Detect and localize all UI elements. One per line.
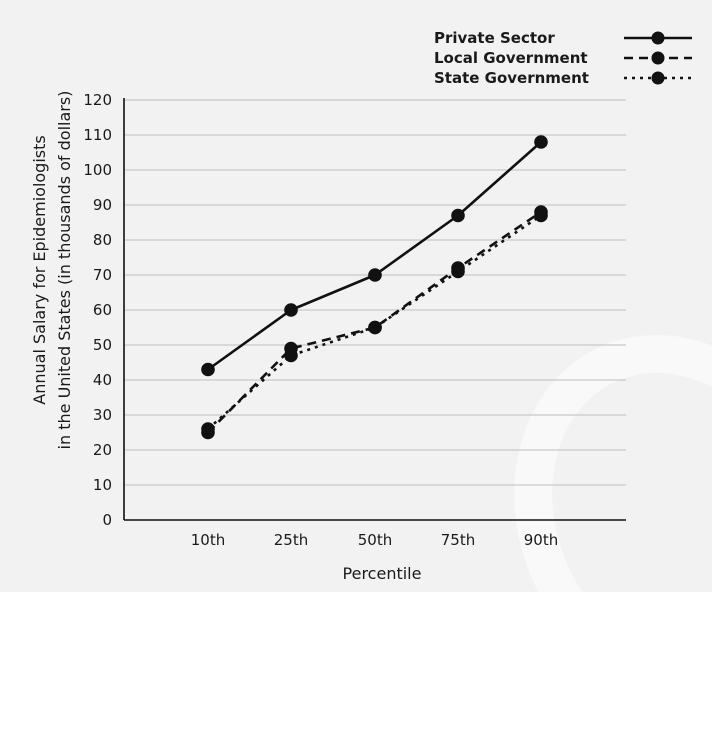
data-point-private-sector-10th bbox=[201, 362, 215, 377]
y-tick-label-10: 10 bbox=[93, 476, 112, 494]
axes bbox=[123, 98, 626, 521]
chart-frame bbox=[0, 0, 712, 592]
y-tick-label-100: 100 bbox=[83, 161, 112, 179]
data-point-private-sector-90th bbox=[534, 135, 548, 149]
y-tick-label-40: 40 bbox=[93, 371, 112, 389]
y-tick-label-0: 0 bbox=[102, 511, 112, 529]
legend: Private Sector Local Government State Gove… bbox=[434, 29, 692, 87]
data-point-state-government-75th bbox=[451, 264, 465, 279]
data-point-state-government-50th bbox=[368, 320, 382, 335]
series-line-state-government bbox=[207, 214, 542, 430]
x-axis-title: Percentile bbox=[343, 564, 422, 583]
y-axis-title-line2: in the United States (in thousands of do… bbox=[55, 91, 74, 450]
series-line-local-government bbox=[207, 210, 542, 434]
data-point-state-government-10th bbox=[201, 422, 215, 436]
x-tick-labels: 10th 25th 50th 75th 90th bbox=[191, 531, 558, 549]
data-point-state-government-90th bbox=[534, 208, 548, 223]
legend-marker-private-sector bbox=[651, 31, 665, 45]
y-tick-label-70: 70 bbox=[93, 266, 112, 284]
y-tick-label-30: 30 bbox=[93, 406, 112, 424]
legend-marker-state-government bbox=[651, 71, 665, 85]
y-tick-label-120: 120 bbox=[83, 91, 112, 109]
y-tick-labels: 0 10 20 30 40 50 60 70 80 90 100 110 120 bbox=[83, 91, 112, 529]
x-tick-label-50th: 50th bbox=[358, 531, 392, 549]
data-point-private-sector-75th bbox=[451, 208, 465, 223]
data-point-private-sector-25th bbox=[284, 303, 298, 317]
line-chart: 0 10 20 30 40 50 60 70 80 90 100 110 120 10th 25th 50t… bbox=[30, 29, 692, 583]
y-tick-label-20: 20 bbox=[93, 441, 112, 459]
y-tick-label-80: 80 bbox=[93, 231, 112, 249]
y-tick-label-60: 60 bbox=[93, 301, 112, 319]
x-tick-label-75th: 75th bbox=[441, 531, 475, 549]
x-tick-label-10th: 10th bbox=[191, 531, 225, 549]
legend-label-local-government: Local Government bbox=[434, 49, 588, 67]
x-tick-label-25th: 25th bbox=[274, 531, 308, 549]
x-tick-label-90th: 90th bbox=[524, 531, 558, 549]
legend-marker-local-government bbox=[651, 51, 665, 65]
grid-lines bbox=[124, 99, 626, 486]
data-point-state-government-25th bbox=[284, 348, 298, 363]
data-point-private-sector-50th bbox=[368, 268, 382, 282]
y-tick-label-110: 110 bbox=[83, 126, 112, 144]
series-line-private-sector bbox=[207, 141, 542, 371]
legend-label-private-sector: Private Sector bbox=[434, 29, 555, 47]
series-points bbox=[201, 135, 548, 440]
y-axis-title-line1: Annual Salary for Epidemiologists bbox=[30, 135, 49, 404]
y-tick-label-50: 50 bbox=[93, 336, 112, 354]
legend-label-state-government: State Government bbox=[434, 69, 589, 87]
series-lines bbox=[207, 141, 542, 434]
y-tick-label-90: 90 bbox=[93, 196, 112, 214]
